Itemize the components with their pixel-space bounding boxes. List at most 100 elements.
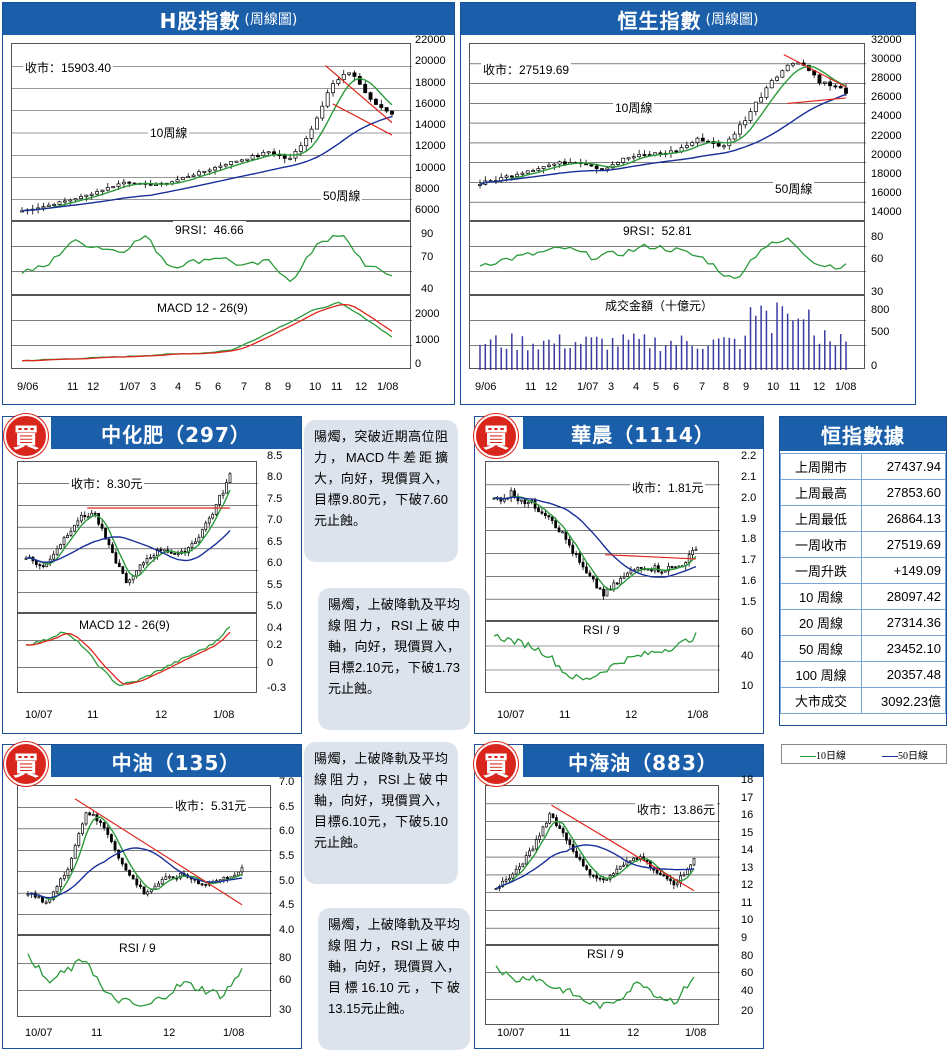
candle <box>775 76 779 81</box>
trend-line <box>605 554 697 560</box>
x-tick: 1/08 <box>213 709 235 721</box>
panel-title: 中海油（883） <box>568 750 718 775</box>
panel-header: 中海油（883） <box>523 745 763 777</box>
candle <box>390 110 394 115</box>
candle <box>59 544 62 550</box>
candle <box>288 157 293 160</box>
candle <box>341 73 346 80</box>
ma50-line <box>21 115 393 212</box>
stats-row: 上周開市 27437.94 <box>780 453 946 480</box>
candle <box>631 156 636 159</box>
y-tick: 22000 <box>871 129 902 142</box>
candle <box>52 553 56 560</box>
y-tick: 40 <box>741 650 754 662</box>
rsi-line <box>21 234 393 283</box>
stats-row: 上周最低 26864.13 <box>780 505 946 532</box>
candle <box>168 876 171 879</box>
candle <box>69 530 73 536</box>
x-tick: 4 <box>633 381 640 393</box>
candle <box>551 813 555 818</box>
candle <box>93 512 97 515</box>
candle <box>743 120 748 126</box>
x-tick: 1/08 <box>685 1027 707 1039</box>
candle <box>164 876 168 880</box>
candle <box>629 569 633 574</box>
stats-value: 20357.48 <box>861 661 946 688</box>
candle <box>694 548 698 551</box>
candle <box>128 869 131 876</box>
candle <box>309 128 314 139</box>
ma50-label: 50周線 <box>321 187 363 204</box>
candle <box>80 823 84 835</box>
ma10-line <box>21 77 393 212</box>
y-tick: 14000 <box>871 206 902 218</box>
candle <box>62 537 66 545</box>
y-tick: 11 <box>741 896 753 909</box>
candle <box>660 571 664 574</box>
candle <box>844 87 848 94</box>
candle <box>368 92 373 100</box>
buy-icon: 買 <box>474 742 518 786</box>
panel-297: 中化肥（297） 收市：8.30元 MACD 12 - 26(9) 8.5 8.0… <box>2 416 302 734</box>
macd-chart <box>11 295 412 369</box>
x-tick: 12 <box>355 381 368 393</box>
x-tick: 6 <box>215 381 222 393</box>
candle <box>690 142 695 146</box>
trend-line <box>783 54 847 88</box>
candle <box>780 70 785 78</box>
candle <box>57 201 62 205</box>
y-tick: 7.5 <box>267 492 283 505</box>
candle <box>120 857 124 865</box>
candle <box>670 566 674 569</box>
candle <box>547 164 551 167</box>
candle <box>575 850 578 858</box>
candle <box>645 860 649 863</box>
candle <box>66 535 69 539</box>
candle <box>588 572 592 577</box>
candle <box>602 588 605 597</box>
ma50-label: 50周線 <box>773 180 815 197</box>
trend-line <box>325 65 393 124</box>
candle <box>211 513 215 519</box>
close-label: 收市：5.31元 <box>173 797 249 814</box>
candle <box>669 878 672 882</box>
candle <box>204 522 208 531</box>
y-tick: 4.0 <box>279 924 295 936</box>
x-tick: 5 <box>195 381 202 393</box>
candle <box>38 564 42 567</box>
candle <box>100 189 105 192</box>
candle <box>695 137 700 143</box>
candle <box>628 860 632 863</box>
x-tick: 10/07 <box>25 1027 53 1039</box>
trend-line <box>74 798 243 906</box>
candle <box>55 886 59 893</box>
candle <box>298 145 303 152</box>
candle <box>124 573 128 584</box>
x-tick: 9 <box>285 381 292 393</box>
y-tick: 6000 <box>415 204 440 216</box>
candle <box>100 523 104 529</box>
x-tick: 11 <box>559 709 571 721</box>
candle <box>769 80 774 89</box>
candle <box>822 81 827 84</box>
x-tick: 10/07 <box>25 709 53 721</box>
y-tick: 20000 <box>415 55 446 68</box>
candle <box>509 175 514 178</box>
candle <box>91 814 95 817</box>
ma50-line <box>25 530 231 563</box>
y-tick: 6.0 <box>267 557 283 570</box>
y-tick: 14 <box>741 844 754 857</box>
candle <box>682 874 686 877</box>
y-tick: 2.1 <box>741 470 757 483</box>
candle <box>26 893 30 896</box>
candle <box>320 105 325 119</box>
candle <box>585 865 588 870</box>
candle <box>110 834 113 842</box>
y-tick: 14000 <box>415 119 446 131</box>
y-tick: 0.4 <box>267 622 283 634</box>
candle <box>175 179 180 183</box>
x-tick: 12 <box>163 1027 176 1039</box>
x-tick: 11 <box>789 381 801 393</box>
candle <box>692 857 696 866</box>
candle <box>266 151 271 154</box>
